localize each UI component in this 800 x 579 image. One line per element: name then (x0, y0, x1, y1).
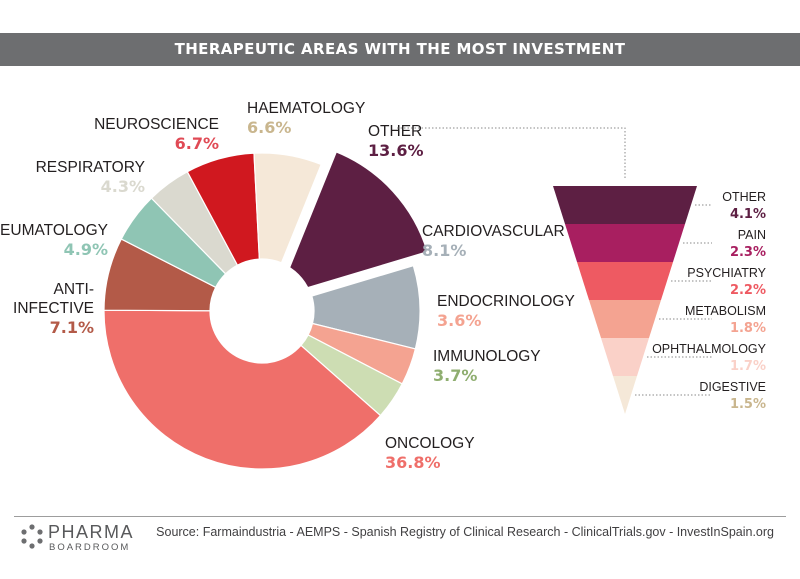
donut-label-cardiovascular: CARDIOVASCULAR (422, 223, 565, 240)
donut-label-reumatology: REUMATOLOGY (0, 222, 108, 239)
donut-label-oncology: ONCOLOGY (385, 435, 475, 452)
chart-title: THERAPEUTIC AREAS WITH THE MOST INVESTME… (0, 33, 800, 66)
funnel-label-ophthalmology: OPHTHALMOLOGY (652, 342, 767, 356)
donut-slice-other (274, 149, 430, 300)
donut-label-other: OTHER (368, 123, 422, 140)
funnel-chart (553, 186, 697, 414)
donut-chart (103, 149, 430, 470)
donut-value-haematology: 6.6% (247, 118, 291, 137)
donut-hole (210, 259, 314, 363)
funnel-band-digestive (613, 376, 637, 414)
donut-value-endocrinology: 3.6% (437, 311, 481, 330)
source-note: Source: Farmaindustria - AEMPS - Spanish… (156, 525, 774, 539)
funnel-value-digestive: 1.5% (730, 397, 766, 412)
donut-value-neuroscience: 6.7% (175, 134, 219, 153)
funnel-value-psychiatry: 2.2% (730, 283, 766, 298)
funnel-label-pain: PAIN (738, 228, 766, 242)
donut-value-reumatology: 4.9% (64, 240, 108, 259)
chart-canvas: OTHER13.6%CARDIOVASCULAR8.1%ENDOCRINOLOG… (0, 100, 767, 472)
logo-dots-icon (21, 524, 43, 549)
donut-value-immunology: 3.7% (433, 366, 477, 385)
funnel-band-psychiatry (577, 262, 673, 300)
logo-text-boardroom: BOARDROOM (49, 542, 131, 553)
donut-label-neuroscience: NEUROSCIENCE (94, 116, 219, 133)
donut-value-other: 13.6% (368, 141, 424, 160)
funnel-band-pain (565, 224, 685, 262)
donut-label-immunology: IMMUNOLOGY (433, 348, 541, 365)
funnel-band-ophthalmology (601, 338, 649, 376)
donut-value-cardiovascular: 8.1% (422, 241, 466, 260)
breakdown-connector (397, 127, 626, 178)
funnel-label-psychiatry: PSYCHIATRY (687, 266, 766, 280)
funnel-value-metabolism: 1.8% (730, 321, 766, 336)
funnel-value-other: 4.1% (730, 207, 766, 222)
logo-text-pharma: PHARMA (48, 522, 135, 542)
donut-label-haematology: HAEMATOLOGY (247, 100, 365, 117)
funnel-label-metabolism: METABOLISM (685, 304, 766, 318)
donut-label-respiratory: RESPIRATORY (36, 159, 145, 176)
donut-value-oncology: 36.8% (385, 453, 441, 472)
donut-label-anti-infective: ANTI- (54, 281, 94, 298)
funnel-value-ophthalmology: 1.7% (730, 359, 766, 374)
funnel-band-metabolism (589, 300, 661, 338)
pharma-boardroom-logo: PHARMA BOARDROOM (20, 522, 170, 556)
funnel-labels: OTHER 4.1% PAIN 2.3% PSYCHIATRY 2.2% METABOLIS… (635, 190, 767, 412)
funnel-band-other (553, 186, 697, 224)
donut-value-respiratory: 4.3% (101, 177, 145, 196)
donut-label-endocrinology: ENDOCRINOLOGY (437, 293, 575, 310)
funnel-label-digestive: DIGESTIVE (699, 380, 766, 394)
footer-divider (14, 516, 786, 517)
funnel-value-pain: 2.3% (730, 245, 766, 260)
funnel-label-other: OTHER (722, 190, 766, 204)
donut-label-line2: INFECTIVE (13, 300, 94, 317)
donut-value-anti-infective: 7.1% (50, 318, 94, 337)
connector-line (397, 127, 626, 178)
